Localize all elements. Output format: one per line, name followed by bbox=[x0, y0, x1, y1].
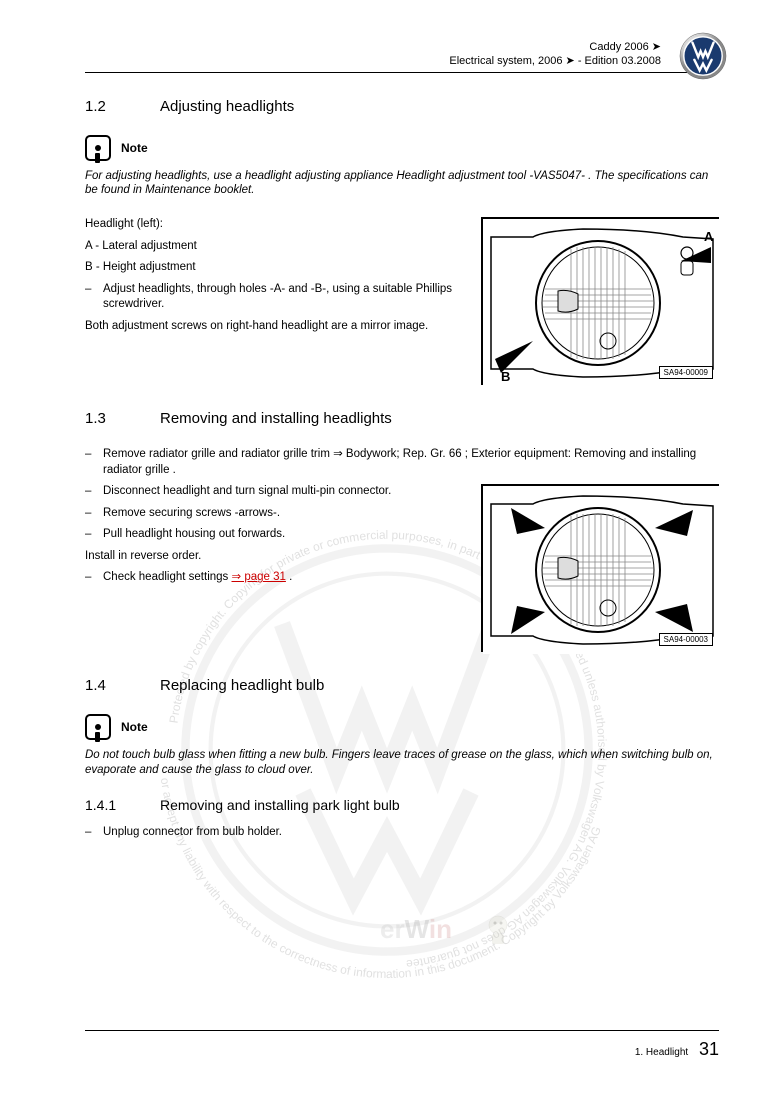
page-number: 31 bbox=[699, 1039, 719, 1059]
label-b: B bbox=[501, 369, 510, 384]
vw-logo-icon bbox=[679, 32, 727, 80]
section-num: 1.2 bbox=[85, 98, 160, 115]
figure-caption: SA94-00003 bbox=[659, 633, 713, 646]
header-model: Caddy 2006 ➤ bbox=[449, 40, 661, 54]
def-b: B - Height adjustment bbox=[85, 260, 466, 276]
list-item: – Adjust headlights, through holes -A- a… bbox=[85, 282, 466, 313]
svg-text:erWin: erWin bbox=[380, 914, 452, 944]
page-header: Caddy 2006 ➤ Electrical system, 2006 ➤ -… bbox=[85, 40, 719, 73]
note-block: Note bbox=[85, 135, 719, 161]
section-num: 1.4.1 bbox=[85, 797, 160, 813]
figure-caption: SA94-00009 bbox=[659, 366, 713, 379]
figure-2: SA94-00003 bbox=[481, 484, 719, 652]
note-body: Do not touch bulb glass when fitting a n… bbox=[85, 748, 719, 777]
list-item: – Unplug connector from bulb holder. bbox=[85, 825, 719, 841]
section-1-4-1-heading: 1.4.1 Removing and installing park light… bbox=[85, 797, 719, 813]
list-item: – Pull headlight housing out forwards. bbox=[85, 527, 466, 543]
list-item: – Remove radiator grille and radiator gr… bbox=[85, 447, 719, 478]
list-item: – Remove securing screws -arrows-. bbox=[85, 506, 466, 522]
footer-section: 1. Headlight bbox=[635, 1047, 688, 1058]
section-title: Removing and installing park light bulb bbox=[160, 797, 400, 813]
note-label: Note bbox=[121, 720, 148, 734]
info-icon bbox=[85, 135, 111, 161]
page-footer: 1. Headlight 31 bbox=[85, 1030, 719, 1060]
list-item: – Disconnect headlight and turn signal m… bbox=[85, 484, 466, 500]
bullet-dash: – bbox=[85, 282, 103, 313]
section-1-3-heading: 1.3 Removing and installing headlights bbox=[85, 410, 719, 427]
section-num: 1.4 bbox=[85, 677, 160, 694]
section-title: Replacing headlight bulb bbox=[160, 677, 324, 694]
erwin-watermark: erWin bbox=[380, 910, 520, 953]
section-1-2-heading: 1.2 Adjusting headlights bbox=[85, 98, 719, 115]
install-text: Install in reverse order. bbox=[85, 549, 466, 565]
section-1-4-heading: 1.4 Replacing headlight bulb bbox=[85, 677, 719, 694]
label-a: A bbox=[704, 229, 714, 244]
section-num: 1.3 bbox=[85, 410, 160, 427]
outro-text: Both adjustment screws on right-hand hea… bbox=[85, 319, 466, 335]
intro-text: Headlight (left): bbox=[85, 217, 466, 233]
info-icon bbox=[85, 714, 111, 740]
note-body: For adjusting headlights, use a headligh… bbox=[85, 169, 719, 198]
def-a: A - Lateral adjustment bbox=[85, 239, 466, 255]
header-doc-title: Electrical system, 2006 ➤ - Edition 03.2… bbox=[449, 54, 661, 68]
note-label: Note bbox=[121, 141, 148, 155]
list-item: – Check headlight settings ⇒ page 31 . bbox=[85, 570, 466, 586]
note-block: Note bbox=[85, 714, 719, 740]
section-title: Removing and installing headlights bbox=[160, 410, 392, 427]
page-link[interactable]: ⇒ page 31 bbox=[232, 571, 286, 583]
section-title: Adjusting headlights bbox=[160, 98, 294, 115]
figure-1: A B SA94-00009 bbox=[481, 217, 719, 385]
